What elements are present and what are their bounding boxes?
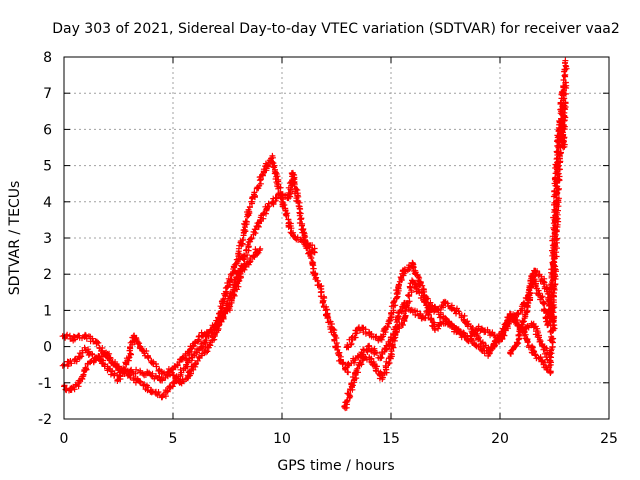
series-6: [344, 82, 568, 376]
series-marker-trail: [59, 246, 263, 387]
series-3: [59, 245, 264, 387]
y-tick-label: 6: [43, 122, 52, 138]
y-tick-label: 5: [43, 159, 52, 175]
x-tick-label: 5: [169, 431, 178, 447]
series-4: [341, 299, 554, 412]
chart-title: Day 303 of 2021, Sidereal Day-to-day VTE…: [52, 21, 620, 37]
series-marker-trail: [507, 59, 570, 357]
y-tick-label: 8: [43, 50, 52, 66]
axes: 0 5 10 15 20 25 -2 -1 0 1 2 3 4 5 6 7 8: [38, 50, 618, 447]
series-marker-trail: [341, 299, 554, 411]
x-tick-label: 25: [600, 431, 618, 447]
y-tick-label: -2: [38, 412, 52, 428]
x-tick-label: 20: [491, 431, 509, 447]
x-tick-label: 15: [382, 431, 400, 447]
grid-lines: [64, 57, 609, 419]
y-tick-label: 4: [43, 195, 52, 211]
y-tick-label: -1: [38, 376, 52, 392]
y-tick-label: 7: [43, 86, 52, 102]
x-tick-label: 10: [273, 431, 291, 447]
data-points: [59, 57, 570, 412]
x-tick-label: 0: [60, 431, 69, 447]
x-axis-label: GPS time / hours: [277, 458, 394, 474]
y-axis-label: SDTVAR / TECUs: [7, 181, 23, 296]
y-tick-label: 2: [43, 267, 52, 283]
y-tick-label: 0: [43, 340, 52, 356]
y-tick-label: 1: [43, 303, 52, 319]
y-tick-label: 3: [43, 231, 52, 247]
series-7: [507, 57, 570, 357]
